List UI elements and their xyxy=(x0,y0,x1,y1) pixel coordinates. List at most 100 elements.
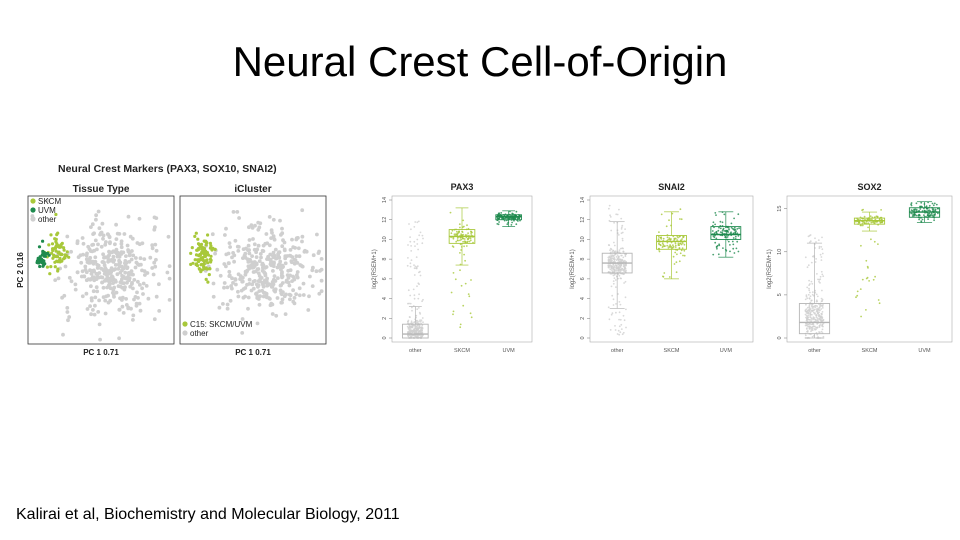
point-other xyxy=(299,263,304,268)
point-other xyxy=(100,280,104,285)
point-skcm xyxy=(55,255,60,259)
jitter-point xyxy=(921,218,924,221)
point-other xyxy=(84,291,89,296)
jitter-point xyxy=(620,323,623,326)
jitter-point xyxy=(617,258,620,261)
jitter-point xyxy=(668,238,671,241)
x-tick-label: SKCM xyxy=(664,348,680,354)
jitter-point xyxy=(937,212,939,215)
jitter-point xyxy=(413,274,416,276)
jitter-point xyxy=(421,327,423,330)
point-other xyxy=(81,241,86,246)
point-other xyxy=(96,263,101,268)
jitter-point xyxy=(928,209,931,212)
point-other xyxy=(287,283,292,288)
jitter-point xyxy=(459,252,461,254)
jitter-point xyxy=(496,217,499,220)
jitter-point xyxy=(608,204,611,207)
jitter-point xyxy=(715,246,718,249)
jitter-point xyxy=(808,308,811,311)
point-other xyxy=(247,238,252,242)
jitter-point xyxy=(725,232,728,235)
jitter-point xyxy=(612,298,615,301)
jitter-point xyxy=(415,267,418,270)
jitter-point xyxy=(806,330,809,333)
jitter-point xyxy=(421,234,424,237)
jitter-point xyxy=(814,305,816,307)
jitter-point xyxy=(712,221,715,224)
jitter-point xyxy=(807,235,810,238)
point-other xyxy=(279,291,284,295)
jitter-point xyxy=(610,248,613,251)
jitter-point xyxy=(661,242,664,245)
point-other xyxy=(263,241,268,246)
point-other xyxy=(154,257,158,262)
jitter-point xyxy=(409,240,412,243)
point-other xyxy=(278,218,282,223)
point-other xyxy=(138,283,142,287)
point-c15-skcm-uvm xyxy=(199,270,203,274)
point-other xyxy=(93,255,98,260)
jitter-point xyxy=(415,314,418,317)
jitter-point xyxy=(662,245,665,248)
point-other xyxy=(97,322,102,327)
jitter-point xyxy=(808,284,810,286)
jitter-point xyxy=(609,249,611,252)
jitter-point xyxy=(812,316,815,318)
point-uvm xyxy=(42,263,46,267)
jitter-point xyxy=(467,293,470,295)
point-other xyxy=(124,261,129,265)
box-other xyxy=(798,303,831,335)
jitter-point xyxy=(865,277,868,280)
point-other xyxy=(89,276,94,281)
point-skcm xyxy=(51,247,55,251)
jitter-point xyxy=(501,217,503,220)
point-other xyxy=(236,294,241,299)
point-skcm xyxy=(56,231,60,235)
y-tick-label: 10 xyxy=(382,236,388,242)
jitter-point xyxy=(421,317,424,319)
jitter-point xyxy=(821,328,824,331)
point-other xyxy=(94,217,98,222)
jitter-point xyxy=(617,251,620,254)
point-other xyxy=(124,303,129,307)
point-other xyxy=(110,250,114,255)
jitter-point xyxy=(816,326,819,329)
point-other xyxy=(121,281,126,286)
jitter-point xyxy=(621,224,624,227)
point-other xyxy=(66,318,70,323)
jitter-point xyxy=(410,245,412,247)
jitter-point xyxy=(506,223,509,226)
jitter-point xyxy=(807,309,810,312)
jitter-point xyxy=(821,304,823,307)
y-tick-label: 6 xyxy=(580,277,586,280)
point-other xyxy=(125,243,130,248)
jitter-point xyxy=(806,286,809,289)
point-other xyxy=(92,231,96,236)
jitter-point xyxy=(806,297,809,300)
jitter-point xyxy=(419,329,422,332)
point-other xyxy=(257,289,262,293)
jitter-point xyxy=(719,231,722,234)
jitter-point xyxy=(915,214,918,217)
jitter-point xyxy=(411,334,414,337)
jitter-point xyxy=(807,264,810,267)
jitter-point xyxy=(407,257,409,259)
point-other xyxy=(116,262,121,267)
point-other xyxy=(260,248,265,253)
point-other xyxy=(283,312,288,316)
point-other xyxy=(65,310,70,314)
jitter-point xyxy=(667,247,670,249)
point-other xyxy=(150,266,155,270)
point-other xyxy=(104,268,109,272)
jitter-point xyxy=(610,229,613,232)
jitter-point xyxy=(622,331,625,334)
point-other xyxy=(93,303,97,308)
point-other xyxy=(292,301,297,306)
y-tick-label: 5 xyxy=(777,293,783,296)
point-other xyxy=(98,337,102,342)
point-other xyxy=(257,279,262,284)
jitter-point xyxy=(408,327,411,329)
